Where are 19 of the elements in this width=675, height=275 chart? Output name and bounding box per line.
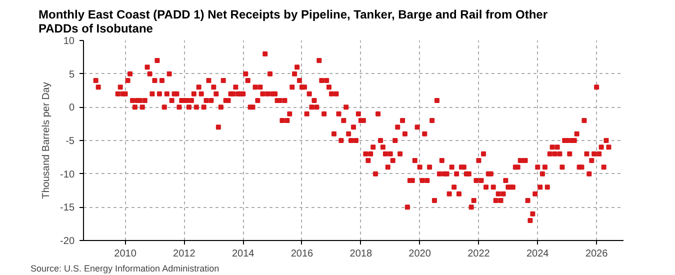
x-tick-label: 2014	[232, 248, 255, 260]
x-tick-label: 2016	[290, 248, 314, 260]
y-tick-label: 5	[68, 69, 75, 80]
chart-title: Monthly East Coast (PADD 1) Net Receipts by Pipeline, Tanker, Barge and Rail from Other PADDs of Isobutane	[38, 8, 548, 36]
x-tick-label: 2026	[585, 248, 608, 260]
source-note: Source: U.S. Energy Information Administration	[30, 264, 220, 274]
y-tick-label: 0	[68, 102, 75, 114]
x-tick-label: 2018	[350, 248, 372, 260]
x-tick-label: 2012	[173, 248, 196, 260]
y-tick-label: 10	[63, 36, 75, 47]
x-tick-label: 2024	[526, 248, 550, 260]
y-tick-label: -5	[66, 136, 75, 147]
y-tick-label: -20	[60, 236, 75, 247]
y-tick-label: -15	[60, 202, 75, 214]
x-tick-label: 2010	[114, 248, 137, 260]
x-tick-label: 2020	[408, 248, 432, 260]
x-tick-label: 2022	[468, 248, 490, 260]
y-axis-title: Thousand Barrels per Day	[41, 82, 52, 199]
y-tick-label: -10	[60, 169, 75, 180]
